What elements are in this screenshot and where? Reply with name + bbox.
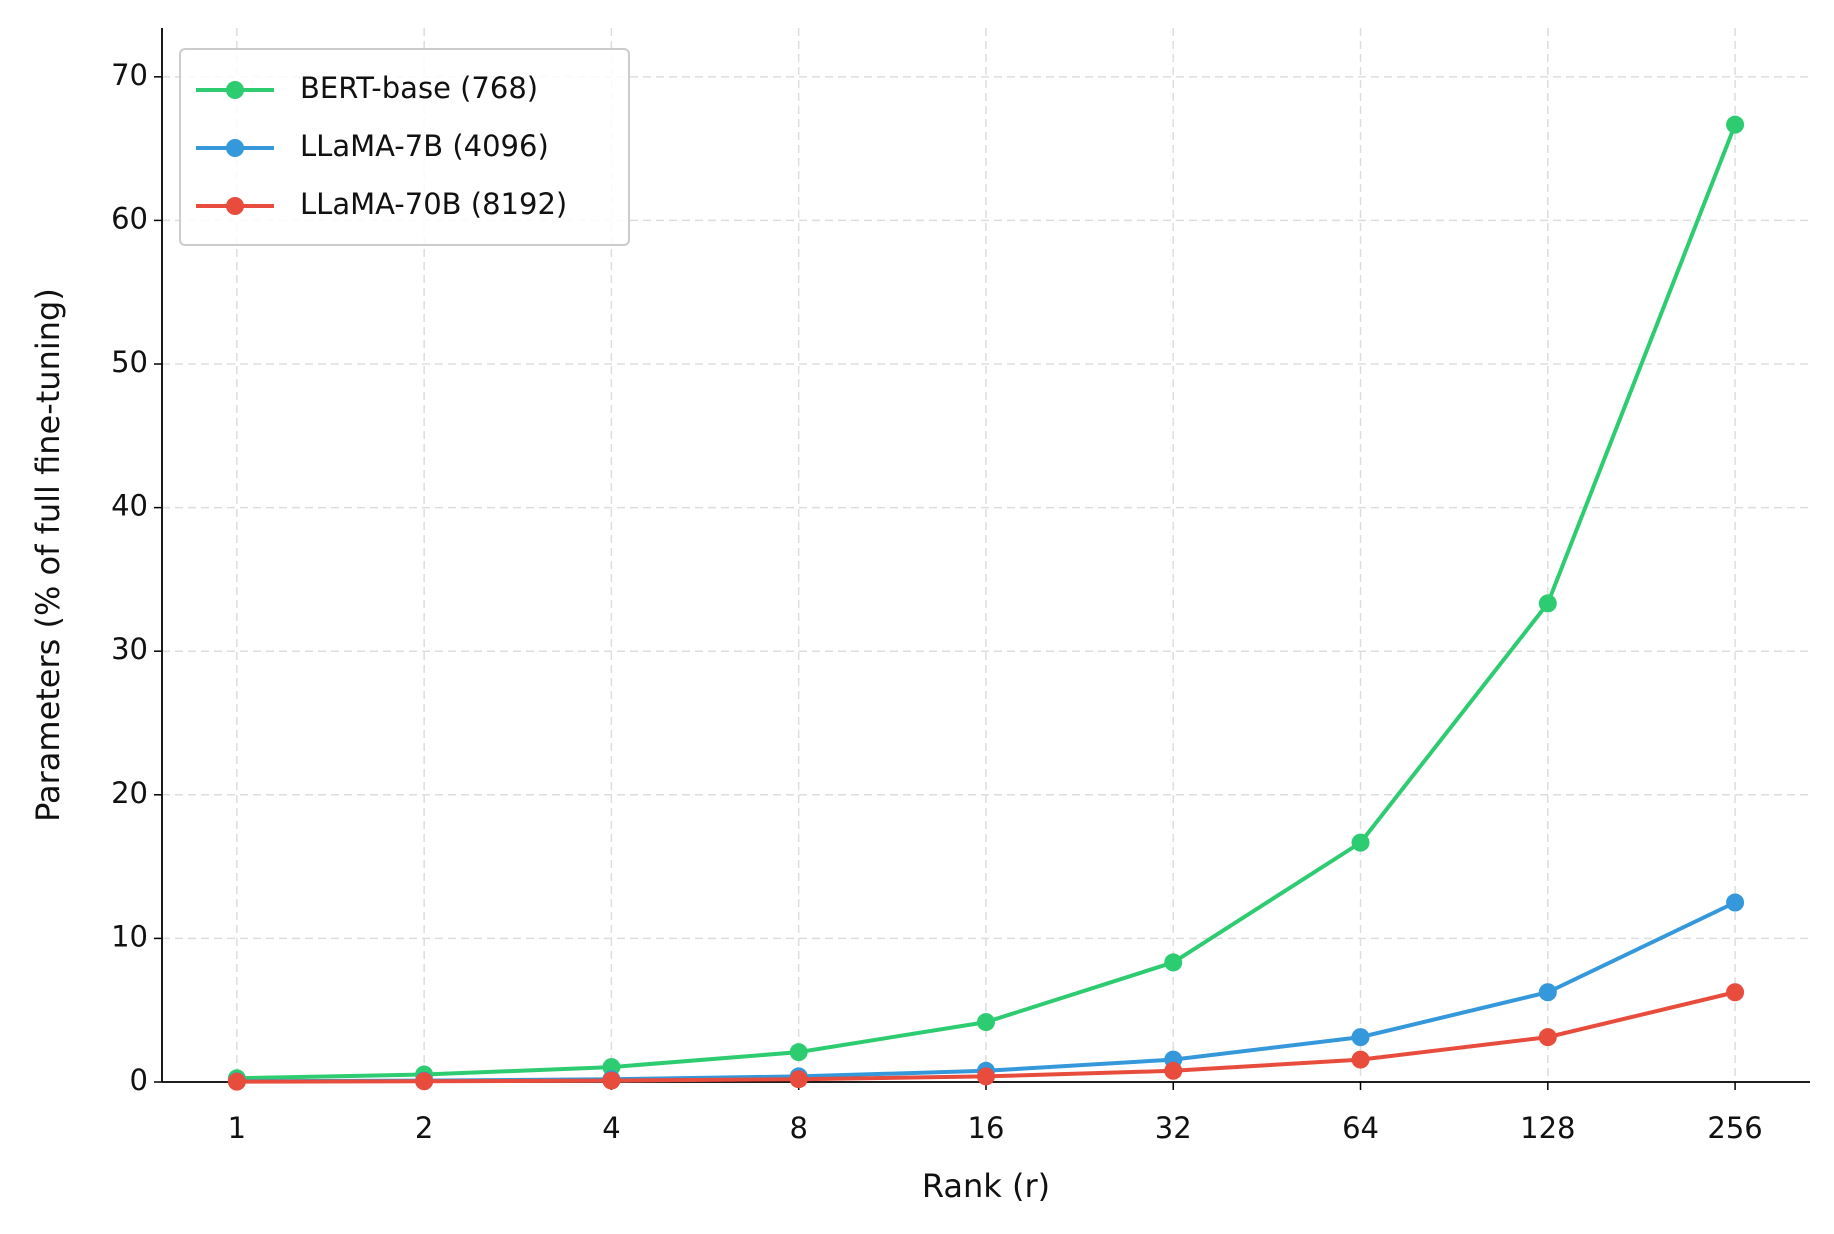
y-tick-label: 10 xyxy=(111,919,148,953)
x-tick-label: 64 xyxy=(1342,1111,1379,1145)
x-tick-label: 1 xyxy=(228,1111,246,1145)
data-point xyxy=(1351,1050,1370,1069)
data-point xyxy=(1726,115,1745,134)
data-point xyxy=(1726,893,1745,912)
legend-label: BERT-base (768) xyxy=(300,71,538,105)
data-point xyxy=(1164,953,1183,972)
data-point xyxy=(976,1013,995,1032)
y-tick-label: 20 xyxy=(111,776,148,810)
legend-marker xyxy=(226,139,244,157)
x-axis-label: Rank (r) xyxy=(922,1167,1050,1205)
y-tick-label: 0 xyxy=(130,1063,148,1097)
legend-label: LLaMA-7B (4096) xyxy=(300,129,549,163)
y-tick-label: 50 xyxy=(111,345,148,379)
y-tick-label: 30 xyxy=(111,632,148,666)
x-tick-label: 16 xyxy=(968,1111,1005,1145)
data-point xyxy=(227,1072,246,1091)
data-point xyxy=(1351,833,1370,852)
legend-box xyxy=(179,48,630,246)
data-point xyxy=(1164,1061,1183,1080)
legend-marker xyxy=(226,197,244,215)
data-point xyxy=(602,1071,621,1090)
x-tick-label: 256 xyxy=(1707,1111,1762,1145)
legend-marker xyxy=(226,81,244,99)
x-tick-label: 4 xyxy=(602,1111,620,1145)
y-tick-label: 60 xyxy=(111,201,148,235)
y-axis-label: Parameters (% of full fine-tuning) xyxy=(29,288,67,822)
data-point xyxy=(1351,1028,1370,1047)
data-point xyxy=(1538,594,1557,613)
x-tick-label: 2 xyxy=(415,1111,433,1145)
x-tick-label: 8 xyxy=(789,1111,807,1145)
x-tick-label: 32 xyxy=(1155,1111,1192,1145)
x-tick-label: 128 xyxy=(1520,1111,1575,1145)
legend-label: LLaMA-70B (8192) xyxy=(300,187,567,221)
data-point xyxy=(976,1067,995,1086)
y-tick-label: 70 xyxy=(111,58,148,92)
data-point xyxy=(789,1070,808,1089)
data-point xyxy=(1538,983,1557,1002)
data-point xyxy=(789,1043,808,1062)
data-point xyxy=(1538,1028,1557,1047)
data-point xyxy=(415,1072,434,1091)
y-tick-label: 40 xyxy=(111,489,148,523)
data-point xyxy=(1726,983,1745,1002)
